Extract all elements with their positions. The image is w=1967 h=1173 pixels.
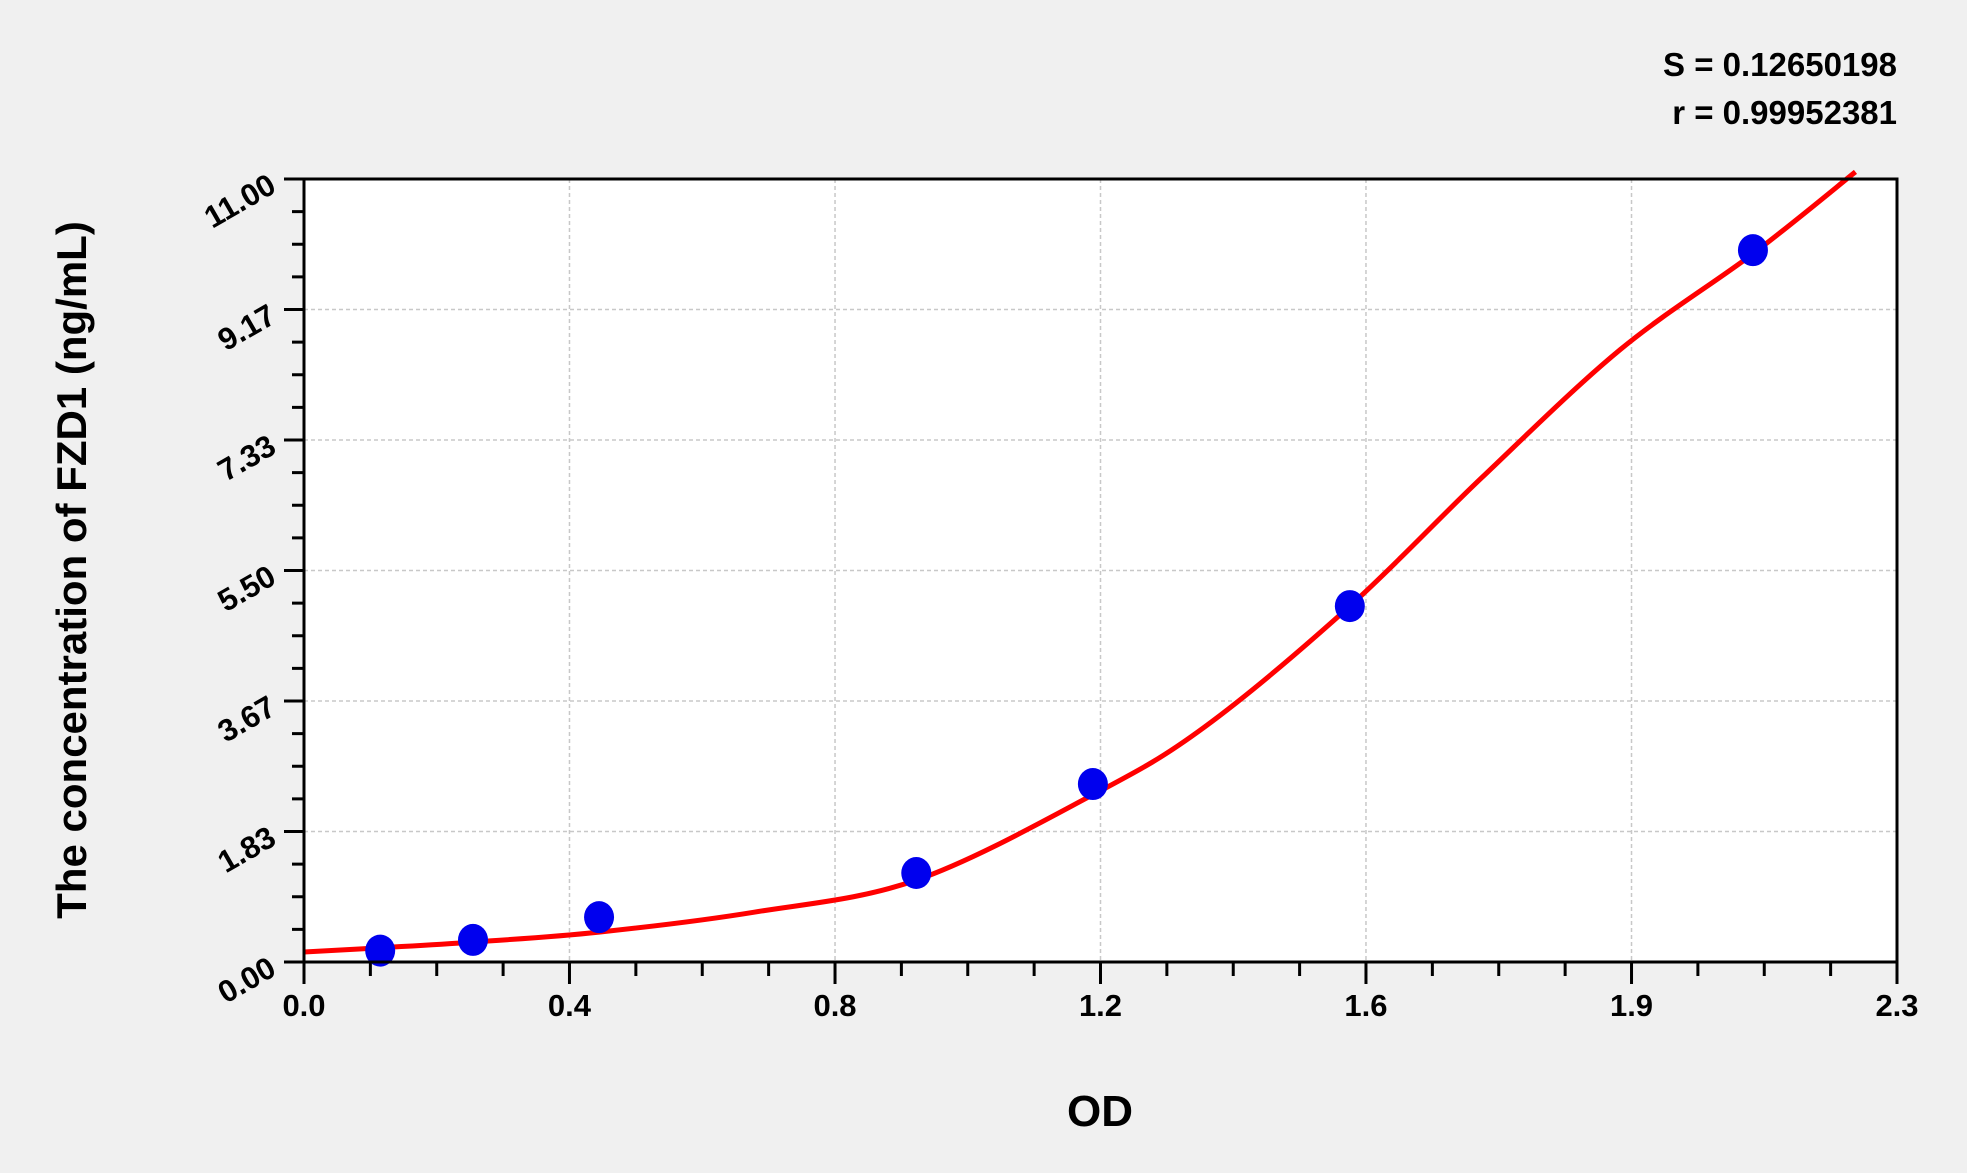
x-tick-label: 1.2: [1079, 988, 1122, 1023]
y-tick-label: 3.67: [212, 689, 282, 749]
y-tick-label: 11.00: [198, 167, 281, 235]
y-tick-label: 0.00: [212, 950, 282, 1010]
data-point: [584, 901, 615, 934]
y-tick-label: 9.17: [212, 297, 282, 357]
y-axis-title: The concentration of FZD1 (ng/mL): [48, 221, 95, 919]
annotation-r: r = 0.99952381: [1672, 94, 1897, 131]
grid: [304, 179, 1897, 962]
y-tick-label: 5.50: [212, 558, 282, 618]
plot-frame: [302, 177, 1899, 964]
x-tick-label: 1.6: [1344, 988, 1387, 1023]
x-tick-label: 0.0: [282, 988, 325, 1023]
y-tick-label: 1.83: [212, 819, 282, 879]
data-point: [1334, 590, 1365, 623]
x-tick-label: 0.8: [813, 988, 856, 1023]
x-axis-title: OD: [1067, 1087, 1133, 1136]
data-point: [1737, 234, 1768, 267]
x-tick-label: 0.4: [548, 988, 592, 1023]
annotation-s: S = 0.12650198: [1663, 46, 1897, 83]
fit-curve-group: [303, 169, 1858, 955]
data-point: [457, 923, 488, 956]
data-points: [365, 234, 1768, 967]
fit-curve: [303, 169, 1858, 955]
x-tick-label: 1.9: [1610, 988, 1653, 1023]
ticks: [284, 177, 1899, 984]
data-point: [901, 857, 932, 890]
data-point: [365, 934, 396, 967]
y-tick-label: 7.33: [212, 428, 282, 488]
data-point: [1077, 768, 1108, 801]
x-tick-label: 2.3: [1875, 988, 1918, 1023]
